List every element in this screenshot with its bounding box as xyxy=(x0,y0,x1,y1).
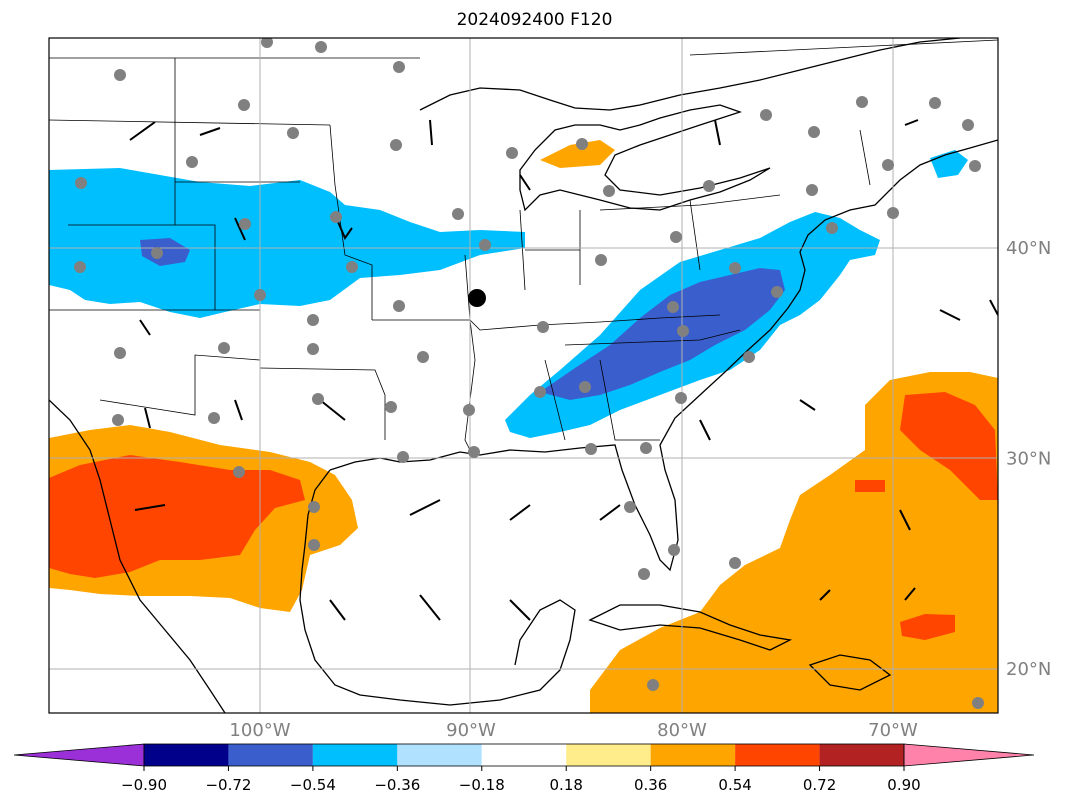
wind-barbs xyxy=(129,119,998,621)
colorbar-segment xyxy=(312,744,398,766)
colorbar-tick-label: −0.90 xyxy=(121,776,167,794)
map-title: 2024092400 F120 xyxy=(456,10,613,30)
coastline-great-lakes xyxy=(519,104,771,212)
coastline-north xyxy=(419,38,961,111)
lon-label: 90°W xyxy=(446,720,496,741)
colorbar-segment xyxy=(650,744,736,766)
colorbar-segment xyxy=(228,744,313,766)
positive-anomaly-atlantic-core2 xyxy=(900,614,955,640)
colorbar-tick-label: 0.72 xyxy=(803,776,836,794)
colorbar-tick-label: −0.54 xyxy=(290,776,336,794)
positive-anomaly-mexico-core xyxy=(49,455,305,578)
colorbar-segment xyxy=(735,744,820,766)
positive-anomaly-michigan xyxy=(540,140,615,168)
lon-label: 70°W xyxy=(868,720,918,741)
colorbar-segment xyxy=(566,744,651,766)
lat-label: 20°N xyxy=(1006,659,1051,680)
lat-label: 30°N xyxy=(1006,449,1051,470)
positive-anomaly-atlantic-core xyxy=(900,392,998,500)
colorbar-segment xyxy=(819,744,904,766)
coastline-cuba xyxy=(588,604,793,651)
colorbar-tick-label: 0.36 xyxy=(634,776,667,794)
colorbar-tick-label: −0.72 xyxy=(205,776,251,794)
coastline-hispaniola xyxy=(808,654,892,691)
colorbar-tick-label: 0.18 xyxy=(550,776,583,794)
coastline-texas-mexico xyxy=(299,469,576,706)
map-frame xyxy=(48,37,999,714)
colorbar-extend-high xyxy=(903,743,1035,767)
colorbar-segment xyxy=(144,744,229,766)
colorbar-tick-label: −0.36 xyxy=(374,776,420,794)
station-markers xyxy=(74,38,984,709)
negative-anomaly-plains xyxy=(49,168,525,318)
colorbar-extend-low xyxy=(13,743,145,767)
lon-label: 80°W xyxy=(657,720,707,741)
colorbar-segment xyxy=(397,744,482,766)
forecast-location-marker xyxy=(468,289,486,307)
colorbar-tick-label: −0.18 xyxy=(459,776,505,794)
lon-label: 100°W xyxy=(229,720,290,741)
lat-label: 40°N xyxy=(1006,238,1051,259)
longitude-labels: 100°W 90°W 80°W 70°W xyxy=(229,720,918,741)
colorbar-segment xyxy=(481,744,567,766)
positive-anomaly-gulf-spot xyxy=(855,480,885,492)
latitude-labels: 40°N 30°N 20°N xyxy=(1006,238,1051,680)
graticule xyxy=(49,38,998,713)
negative-anomaly-plains-core xyxy=(140,238,190,266)
map-area xyxy=(49,38,998,713)
colorbar-tick-label: 0.90 xyxy=(887,776,920,794)
coastline-mexico-west xyxy=(49,399,226,713)
coastline-gulf-atlantic xyxy=(329,139,998,572)
colorbar-outline xyxy=(143,743,905,767)
colorbar: −0.90 −0.72 −0.54 −0.36 −0.18 0.18 0.36 0.54 0.7… xyxy=(13,743,1035,794)
colorbar-tick-label: 0.54 xyxy=(718,776,751,794)
